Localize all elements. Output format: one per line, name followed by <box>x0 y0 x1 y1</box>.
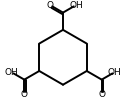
Text: OH: OH <box>108 68 122 77</box>
Text: O: O <box>47 1 54 10</box>
Text: O: O <box>21 90 28 99</box>
Text: OH: OH <box>69 1 83 10</box>
Text: OH: OH <box>4 68 18 77</box>
Text: O: O <box>98 90 105 99</box>
